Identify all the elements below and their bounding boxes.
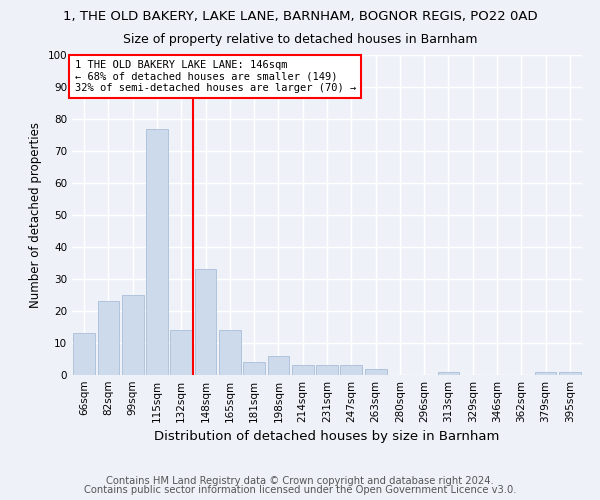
Bar <box>122 295 143 375</box>
Bar <box>340 366 362 375</box>
Bar <box>559 372 581 375</box>
Text: 1 THE OLD BAKERY LAKE LANE: 146sqm
← 68% of detached houses are smaller (149)
32: 1 THE OLD BAKERY LAKE LANE: 146sqm ← 68%… <box>74 60 356 93</box>
Bar <box>73 334 95 375</box>
Bar <box>146 128 168 375</box>
Bar <box>292 366 314 375</box>
X-axis label: Distribution of detached houses by size in Barnham: Distribution of detached houses by size … <box>154 430 500 444</box>
Bar <box>194 270 217 375</box>
Text: Contains public sector information licensed under the Open Government Licence v3: Contains public sector information licen… <box>84 485 516 495</box>
Text: 1, THE OLD BAKERY, LAKE LANE, BARNHAM, BOGNOR REGIS, PO22 0AD: 1, THE OLD BAKERY, LAKE LANE, BARNHAM, B… <box>62 10 538 23</box>
Bar <box>437 372 460 375</box>
Bar <box>365 368 386 375</box>
Bar <box>97 302 119 375</box>
Y-axis label: Number of detached properties: Number of detached properties <box>29 122 42 308</box>
Bar <box>243 362 265 375</box>
Bar <box>219 330 241 375</box>
Bar <box>170 330 192 375</box>
Bar <box>535 372 556 375</box>
Bar <box>268 356 289 375</box>
Text: Contains HM Land Registry data © Crown copyright and database right 2024.: Contains HM Land Registry data © Crown c… <box>106 476 494 486</box>
Text: Size of property relative to detached houses in Barnham: Size of property relative to detached ho… <box>123 32 477 46</box>
Bar <box>316 366 338 375</box>
